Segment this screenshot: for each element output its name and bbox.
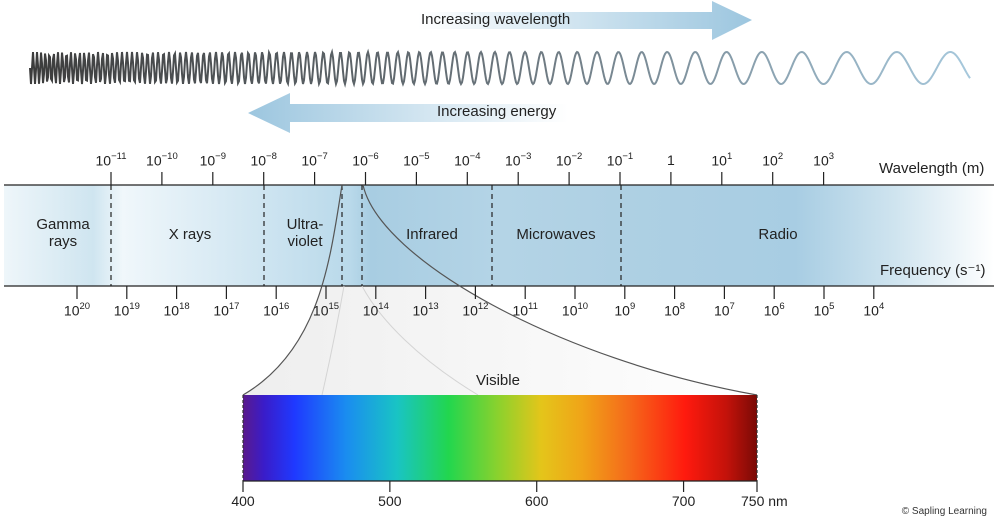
increasing-wavelength-label: Increasing wavelength [421, 11, 571, 28]
frequency-tick-label: 1011 [512, 301, 538, 319]
frequency-tick-label: 104 [863, 301, 885, 319]
visible-tick-label: 600 [525, 493, 549, 509]
funnel-right-curve [362, 184, 758, 396]
visible-label: Visible [476, 372, 520, 389]
region-radio: Radio [758, 226, 798, 243]
credit-text: © Sapling Learning [901, 506, 987, 517]
frequency-tick-label: 1016 [263, 301, 290, 319]
wavelength-tick-label: 10−4 [454, 151, 481, 169]
wavelength-tick-label: 10−11 [95, 151, 127, 169]
frequency-axis-label: Frequency (s⁻¹) [880, 262, 986, 279]
wavelength-tick-label: 101 [711, 151, 733, 169]
wavelength-tick-label: 10−2 [555, 151, 583, 169]
funnel-left-curve [242, 184, 343, 396]
wavelength-tick-label: 10−10 [146, 151, 178, 169]
region-ultraviolet: Ultra- violet [286, 216, 324, 250]
frequency-tick-label: 1017 [213, 301, 240, 319]
wavelength-tick-label: 103 [813, 151, 835, 169]
wavelength-tick-label: 10−9 [199, 151, 227, 169]
visible-tick-label: 700 [671, 493, 696, 509]
visible-ticks [242, 481, 758, 492]
region-x-rays: X rays [168, 226, 212, 243]
frequency-ticks [76, 286, 875, 299]
wave-line [29, 48, 971, 88]
wavelength-tick-label: 10−3 [504, 151, 532, 169]
wavelength-tick-label: 10−7 [301, 151, 328, 169]
increasing-energy-arrow [248, 93, 568, 133]
frequency-tick-label: 1018 [163, 301, 190, 319]
region-gamma-rays: Gamma rays [36, 216, 90, 250]
wavelength-tick-label: 1 [666, 152, 675, 168]
frequency-tick-label: 105 [813, 301, 835, 319]
funnel-guide-blue [321, 285, 345, 396]
frequency-tick-label: 1019 [113, 301, 140, 319]
increasing-wavelength-arrow [418, 1, 752, 40]
wavelength-tick-label: 10−5 [403, 151, 430, 169]
region-microwaves: Microwaves [516, 226, 596, 243]
frequency-tick-label: 1013 [412, 301, 439, 319]
visible-tick-label: 400 [231, 493, 255, 509]
wavelength-tick-label: 10−1 [606, 151, 634, 169]
region-dividers [110, 185, 622, 286]
wavelength-tick-label: 10−6 [352, 151, 379, 169]
frequency-tick-label: 106 [763, 301, 785, 319]
frequency-tick-label: 1014 [362, 301, 389, 319]
frequency-tick-label: 107 [713, 301, 735, 319]
frequency-tick-label: 109 [614, 301, 636, 319]
spectrum-band [4, 185, 994, 286]
wavelength-ticks [110, 172, 825, 185]
increasing-energy-label: Increasing energy [437, 103, 557, 120]
visible-tick-label: 750 nm [741, 493, 788, 509]
frequency-tick-label: 1012 [462, 301, 489, 319]
frequency-tick-label: 1010 [561, 301, 589, 319]
wavelength-axis-label: Wavelength (m) [879, 160, 985, 177]
visible-tick-label: 500 [378, 493, 402, 509]
wavelength-tick-label: 10−8 [250, 151, 277, 169]
frequency-tick-label: 108 [664, 301, 686, 319]
funnel-guide-yellow [361, 285, 479, 396]
frequency-tick-label: 1020 [63, 301, 91, 319]
frequency-tick-label: 1015 [312, 301, 340, 319]
visible-spectrum-bar [243, 395, 757, 481]
wavelength-tick-label: 102 [762, 151, 784, 169]
region-infrared: Infrared [406, 226, 458, 243]
